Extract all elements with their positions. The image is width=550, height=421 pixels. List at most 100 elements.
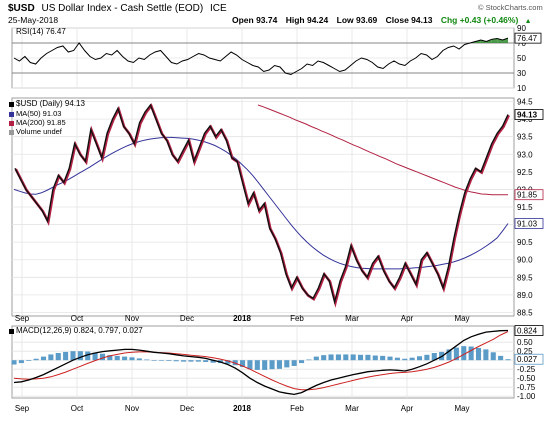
macd-histogram-bar [48,354,54,361]
price-legend-ma50: MA(50) 91.03 [16,109,61,118]
macd-histogram-bar [188,360,194,362]
macd-legend-marker [9,329,14,334]
price-value-tag-label-1: 91.85 [517,191,538,200]
x-label-1-7: Apr [401,404,414,413]
macd-histogram-bar [490,352,496,361]
quote-close: Close 94.13 [386,15,433,25]
x-label-0-6: Mar [345,314,359,323]
macd-histogram-bar [372,355,378,361]
legend-marker-1 [9,112,14,117]
macd-histogram-bar [306,359,312,361]
macd-histogram-bar [262,360,268,370]
macd-histogram-bar [365,354,371,361]
macd-histogram-bar [409,357,415,361]
macd-histogram-bar [276,360,282,369]
macd-histogram-bar [247,360,253,370]
grid-lines [12,27,514,398]
watermark: © StockCharts.com [478,3,543,12]
macd-histogram-bar [166,360,172,361]
quote-high: High 94.24 [286,15,329,25]
quote-change: Chg +0.43 (+0.46%) [441,15,519,25]
tick-labels: Sep Oct Nov Dec 2018 Feb Mar Apr May Sep Oct Nov Dec… [9,24,544,413]
macd-histogram-bar [394,357,400,361]
rsi-overbought-fill [491,38,498,43]
macd-histogram-bar [122,356,128,361]
x-label-1-2: Nov [125,404,139,413]
macd-histogram-bar [225,360,231,364]
rsi-legend: RSI(14) 76.47 [16,27,66,36]
price-y-tick-12: 88.5 [517,308,533,317]
macd-histogram-bar [424,354,430,361]
price-legend-ma200: MA(200) 91.85 [16,118,66,127]
rsi-value-tag [514,32,542,44]
macd-line [13,329,509,396]
x-label-0-0: Sep [15,314,30,323]
macd-histogram-bar [85,351,91,361]
macd-histogram-bar [77,351,83,361]
x-label-0-5: Feb [290,314,304,323]
macd-y-tick-1: 0.25 [517,347,533,356]
svg-text:$USD US Dollar Index - C: $USD US Dollar Index - Cash Settle (EOD)… [8,3,227,14]
price-legend-usd: $USD (Daily) 94.13 [16,99,85,108]
rsi-line [13,37,509,76]
quote-low: Low 93.69 [337,15,378,25]
macd-histogram-bar [55,353,61,361]
macd-histogram-bar [173,360,179,362]
x-label-1-4: 2018 [233,404,251,413]
rsi-y-tick-0: 90 [517,24,526,33]
macd-histogram-bar [107,355,113,361]
macd-histogram-bar [129,357,135,361]
macd-histogram-bar [387,356,393,361]
price-y-tick-2: 93.5 [517,133,533,142]
macd-histogram-bar [92,352,98,361]
macd-histogram-bar [461,346,467,361]
rsi-overbought-fill [502,38,508,43]
price-line [14,103,509,305]
macd-histogram-bar [136,358,142,361]
price-y-tick-0: 94.5 [517,98,533,107]
quote-line: Open 93.74 High 94.24 Low 93.69 Close 94… [232,15,532,25]
macd-histogram-bar [99,353,106,361]
price-value-tag-label-2: 91.03 [517,220,538,229]
macd-histogram-bar [328,354,334,361]
macd-histogram-bar [284,360,290,368]
macd-histogram-bar [505,359,511,361]
macd-histogram-bar [343,354,349,361]
price-y-tick-3: 93.0 [517,150,533,159]
macd-histogram-bar [26,360,32,361]
macd-histogram-bar [291,360,297,366]
macd-histogram-bar [299,360,305,364]
x-label-1-6: Mar [345,404,359,413]
rsi-y-tick-3: 30 [517,69,526,78]
price-y-tick-9: 90.0 [517,256,533,265]
macd-value-tag-label-0: 0.824 [517,327,538,336]
macd-histogram-bar [335,354,341,361]
x-label-1-8: May [454,404,469,413]
x-label-0-1: Oct [71,314,84,323]
price-y-tick-11: 89.0 [517,291,533,300]
price-y-tick-8: 90.5 [517,238,533,247]
macd-histogram-bar [240,360,246,368]
series-layer [11,37,511,396]
macd-histogram-bar [313,356,319,361]
macd-histogram-bar [453,347,459,361]
price-y-tick-10: 89.5 [517,273,533,282]
macd-y-tick-6: -1.00 [517,392,536,401]
legend-marker-2 [9,121,14,126]
price-value-tag-label-0: 94.13 [517,111,538,120]
macd-histogram-bar [11,360,17,365]
macd-value-tag-1 [514,353,544,365]
macd-histogram-bar [114,355,120,361]
exchange: ICE [210,3,227,14]
up-arrow-icon: ▲ [525,18,532,25]
macd-signal-line [13,331,509,391]
macd-histogram-bar [416,356,423,361]
macd-histogram-bar [158,360,165,361]
price-value-tag-1 [514,189,544,201]
rsi-y-tick-4: 10 [517,84,526,93]
macd-y-tick-4: -0.50 [517,374,536,383]
quote-open: Open 93.74 [232,15,278,25]
macd-histogram-bar [144,359,150,361]
